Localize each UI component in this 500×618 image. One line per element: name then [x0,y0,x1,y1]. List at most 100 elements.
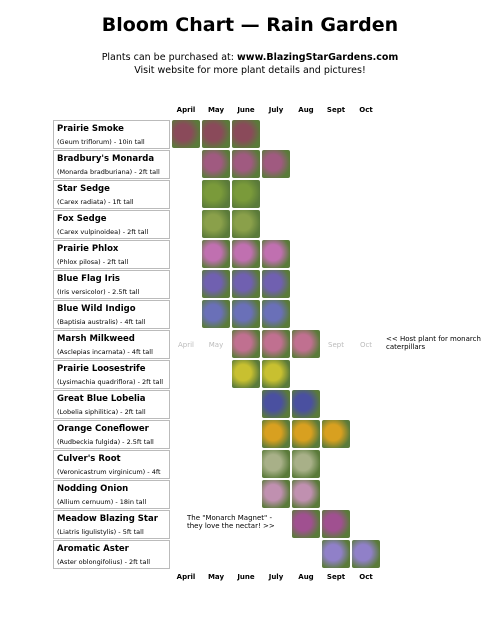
plant-name: Meadow Blazing Star [57,514,158,524]
bloom-photo [232,120,260,148]
bloom-photo [202,240,230,268]
bloom-photo [232,180,260,208]
faded-month: Oct [359,341,373,349]
plant-cell: Great Blue Lobelia (Lobelia siphilitica) … [53,390,170,419]
bloom-photo [262,450,290,478]
bloom-photo [292,390,320,418]
bloom-photo [292,330,320,358]
plant-cell: Prairie Phlox (Phlox pilosa) - 2ft tall [53,240,170,269]
month-header: May [207,106,225,114]
plant-detail: (Geum triflorum) - 10in tall [57,138,145,146]
plant-cell: Nodding Onion (Allium cernuum) - 18in tal… [53,480,170,509]
faded-month: Sept [328,341,344,349]
bloom-photo [262,330,290,358]
plant-detail: (Lysimachia quadriflora) - 2ft tall [57,378,164,386]
bloom-photo [262,270,290,298]
plant-cell: Prairie Loosestrife (Lysimachia quadriflo… [53,360,170,389]
month-footer: June [237,573,255,581]
bloom-photo [232,360,260,388]
month-footer: Sept [326,573,346,581]
bloom-photo [292,510,320,538]
bloom-photo [262,390,290,418]
bloom-photo [232,300,260,328]
bloom-photo [232,330,260,358]
bloom-photo [232,210,260,238]
plant-name: Prairie Smoke [57,124,124,134]
month-header: Oct [359,106,373,114]
bloom-photo [322,510,350,538]
plant-name: Star Sedge [57,184,110,194]
bloom-photo [202,150,230,178]
plant-cell: Fox Sedge (Carex vulpinoidea) - 2ft tall [53,210,170,239]
bloom-photo [352,540,380,568]
plant-detail: (Carex radiata) - 1ft tall [57,198,134,206]
plant-detail: (Aster oblongifolius) - 2ft tall [57,558,151,566]
plant-name: Bradbury's Monarda [57,154,155,164]
plant-detail: (Asclepias incarnata) - 4ft tall [57,348,153,356]
bloom-photo [262,360,290,388]
plant-name: Nodding Onion [57,484,129,494]
plant-detail: (Baptisia australis) - 4ft tall [57,318,146,326]
plant-cell: Blue Flag Iris (Iris versicolor) - 2.5ft … [53,270,170,299]
plant-detail: (Carex vulpinoidea) - 2ft tall [57,228,149,236]
bloom-photo [202,300,230,328]
purchase-line: Plants can be purchased at: www.BlazingS… [0,52,500,63]
bloom-photo [262,300,290,328]
bloom-photo [262,240,290,268]
month-footer: July [268,573,284,581]
bloom-photo [232,240,260,268]
plant-name: Fox Sedge [57,214,107,224]
month-footer: Oct [359,573,373,581]
bloom-photo [262,150,290,178]
bloom-photo [202,120,230,148]
plant-cell: Blue Wild Indigo (Baptisia australis) - 4… [53,300,170,329]
purchase-text: Plants can be purchased at: [101,52,234,63]
bloom-photo [202,180,230,208]
month-footer: April [176,573,196,581]
faded-month: April [178,341,194,349]
plant-cell: Meadow Blazing Star (Liatris ligulistylis… [53,510,170,539]
faded-month: May [208,341,224,349]
bloom-photo [232,150,260,178]
month-header: Aug [298,106,314,114]
plant-name: Blue Flag Iris [57,274,120,284]
plant-cell: Bradbury's Monarda (Monarda bradburiana) … [53,150,170,179]
plant-cell: Orange Coneflower (Rudbeckia fulgida) - 2… [53,420,170,449]
plant-cell: Prairie Smoke (Geum triflorum) - 10in tal… [53,120,170,149]
bloom-photo [262,420,290,448]
bloom-photo [292,450,320,478]
bloom-photo [232,270,260,298]
plant-detail: (Monarda bradburiana) - 2ft tall [57,168,160,176]
bloom-photo [322,540,350,568]
plant-name: Marsh Milkweed [57,334,135,344]
bloom-photo [292,480,320,508]
plant-name: Prairie Loosestrife [57,364,146,374]
plant-detail: (Iris versicolor) - 2.5ft tall [57,288,140,296]
plant-detail: (Rudbeckia fulgida) - 2.5ft tall [57,438,154,446]
plant-name: Orange Coneflower [57,424,149,434]
plant-name: Culver's Root [57,454,121,464]
plant-cell: Marsh Milkweed (Asclepias incarnata) - 4f… [53,330,170,359]
bloom-photo [262,480,290,508]
month-header: Sept [326,106,346,114]
visit-text: Visit website for more plant details and… [134,65,366,76]
plant-cell: Aromatic Aster (Aster oblongifolius) - 2f… [53,540,170,569]
plant-detail: (Allium cernuum) - 18in tall [57,498,147,506]
bloom-photo [202,270,230,298]
bloom-photo [202,210,230,238]
month-header: April [176,106,196,114]
plant-name: Prairie Phlox [57,244,119,254]
month-header: June [237,106,255,114]
plant-cell: Star Sedge (Carex radiata) - 1ft tall [53,180,170,209]
plant-detail: (Veronicastrum virginicum) - 4ft [57,468,161,476]
note: The "Monarch Magnet" - they love the nec… [187,514,275,530]
bloom-photo [322,420,350,448]
plant-cell: Culver's Root (Veronicastrum virginicum) … [53,450,170,479]
month-footer: May [207,573,225,581]
month-footer: Aug [298,573,314,581]
plant-name: Aromatic Aster [57,544,129,554]
plant-name: Great Blue Lobelia [57,394,146,404]
plant-detail: (Phlox pilosa) - 2ft tall [57,258,129,266]
bloom-photo [292,420,320,448]
